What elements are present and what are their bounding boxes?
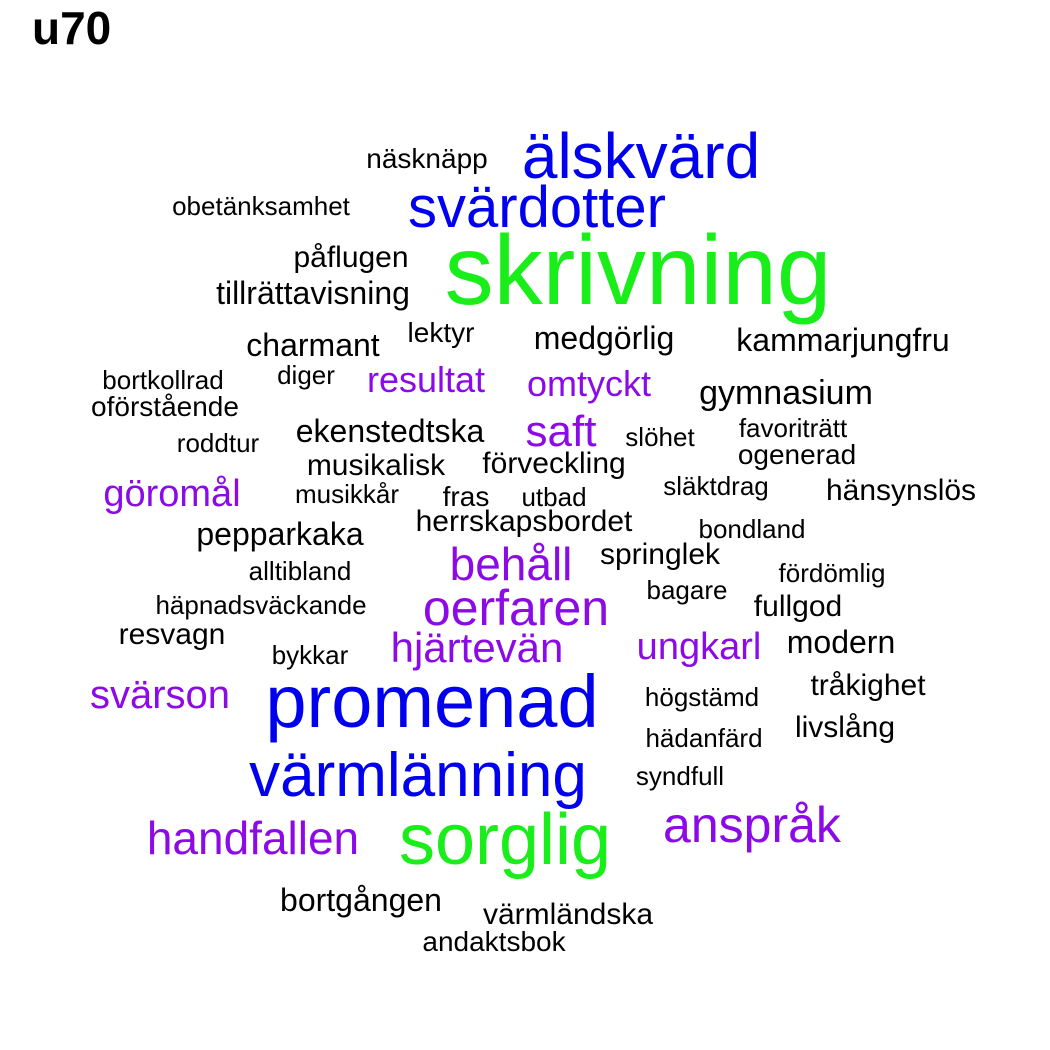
word-cloud-word: ogenerad	[737, 439, 857, 470]
word-cloud-word: livslång	[794, 711, 896, 744]
word-cloud-word: svärson	[89, 673, 231, 717]
word-cloud-word: pepparkaka	[196, 516, 364, 552]
word-cloud-word: göromål	[103, 473, 241, 515]
word-cloud-word: springlek	[599, 538, 721, 571]
word-cloud-word: bortkollrad	[102, 365, 224, 395]
word-cloud-word: förveckling	[482, 447, 626, 480]
word-cloud-word: skrivning	[444, 215, 832, 325]
word-cloud-word: andaktsbok	[422, 926, 566, 957]
word-cloud-word: musikkår	[294, 479, 400, 509]
word-cloud-word: värmländska	[482, 898, 654, 931]
word-cloud-word: påflugen	[293, 241, 409, 274]
word-cloud-word: ekenstedtska	[295, 413, 485, 449]
word-cloud-word: släktdrag	[663, 471, 769, 501]
word-cloud-word: promenad	[265, 660, 599, 743]
page-title: u70	[32, 2, 112, 54]
word-cloud-word: favoriträtt	[738, 413, 848, 443]
word-cloud-word: saft	[525, 407, 597, 456]
word-cloud-word: medgörlig	[533, 320, 675, 356]
word-cloud-word: kammarjungfru	[736, 322, 950, 358]
word-cloud-word: herrskapsbordet	[415, 505, 633, 538]
word-cloud-word: högstämd	[644, 682, 760, 712]
word-cloud-word: tråkighet	[810, 669, 926, 702]
word-cloud-word: lektyr	[407, 317, 475, 348]
word-cloud-word: hänsynslös	[825, 474, 977, 507]
word-cloud-word: bagare	[646, 575, 728, 605]
word-cloud-word: fördömlig	[778, 558, 886, 588]
word-cloud-word: omtyckt	[526, 363, 652, 404]
word-cloud-word: obetänksamhet	[172, 191, 350, 221]
word-cloud-word: värmlänning	[249, 741, 587, 810]
word-cloud-word: handfallen	[146, 812, 360, 864]
word-cloud-word: svärdotter	[408, 175, 666, 240]
word-cloud-word: hädanfärd	[645, 723, 763, 753]
word-cloud-word: bortgången	[280, 882, 442, 918]
word-cloud-word: anspråk	[663, 797, 841, 853]
word-cloud-word: älskvärd	[521, 120, 761, 192]
word-cloud-word: gymnasium	[699, 374, 873, 412]
word-cloud-word: resvagn	[118, 618, 226, 651]
word-cloud-word: charmant	[246, 327, 380, 363]
word-cloud-word: sorglig	[398, 800, 612, 880]
word-cloud-word: resultat	[366, 359, 486, 400]
word-cloud-word: utbad	[521, 482, 587, 512]
word-cloud-word: behåll	[449, 538, 573, 590]
word-cloud-word: tillrättavisning	[216, 275, 410, 311]
word-cloud-word: oerfaren	[422, 580, 610, 636]
word-cloud-word: näsknäpp	[366, 143, 488, 174]
word-cloud-word: slöhet	[625, 422, 695, 452]
word-cloud-word: ungkarl	[636, 626, 762, 668]
word-cloud-word: fras	[442, 481, 490, 512]
word-cloud-word: alltibland	[248, 556, 352, 586]
word-cloud-word: bondland	[698, 514, 806, 544]
word-cloud-word: oförstående	[91, 391, 239, 422]
word-cloud-word: syndfull	[635, 761, 725, 791]
word-cloud-word: bykkar	[271, 640, 349, 670]
word-cloud-word: modern	[786, 624, 896, 660]
word-cloud-word: roddtur	[176, 428, 260, 458]
word-cloud-word: musikalisk	[306, 449, 446, 482]
word-cloud-word: häpnadsväckande	[155, 590, 367, 620]
word-cloud-word: diger	[277, 360, 335, 390]
word-cloud-word: fullgod	[753, 590, 843, 623]
word-cloud-word: hjärtevän	[390, 624, 564, 671]
